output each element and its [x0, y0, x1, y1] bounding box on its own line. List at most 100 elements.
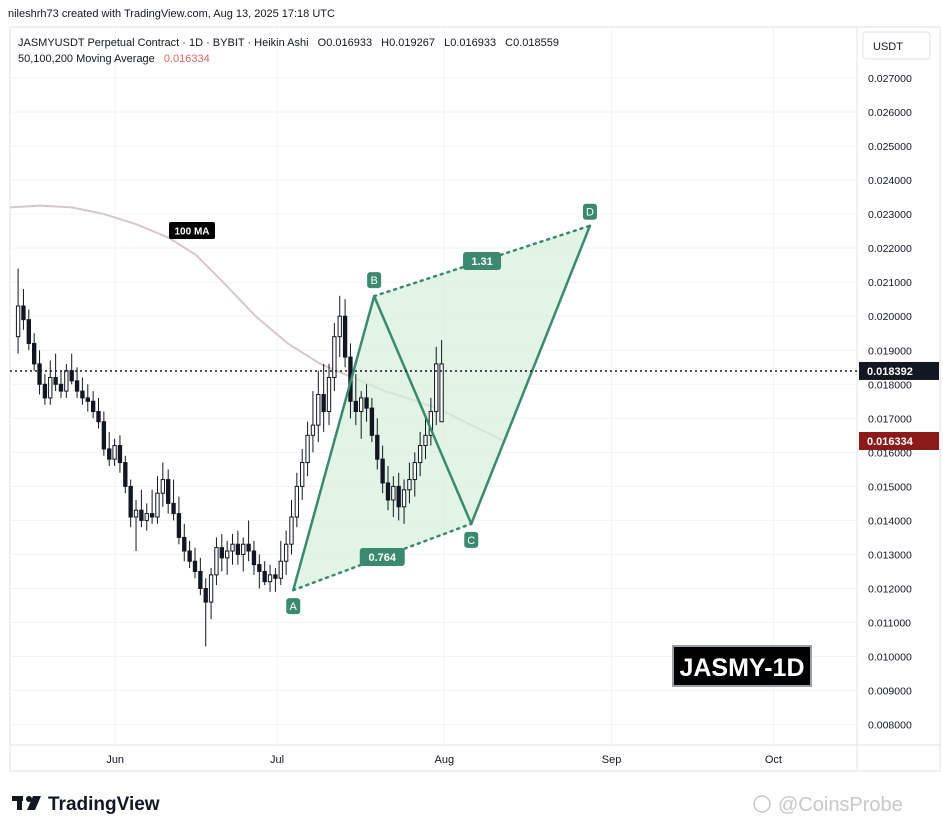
- ma-tag: [169, 222, 215, 239]
- pattern-point-a[interactable]: A: [286, 598, 301, 615]
- legend-ma[interactable]: 50,100,200 Moving Average 0.016334: [18, 53, 210, 65]
- candle-body: [380, 458, 385, 484]
- price-tick-label[interactable]: 0.011000: [868, 617, 911, 629]
- price-tick-label[interactable]: 0.010000: [868, 652, 912, 664]
- candle: [176, 496, 182, 545]
- candle: [42, 374, 48, 405]
- pattern-layer: A B C D 0.764 1.31: [286, 203, 597, 615]
- pattern-triangle-bcd: [374, 225, 590, 524]
- candle-body: [42, 383, 48, 399]
- candle: [48, 360, 53, 405]
- candle-body: [278, 560, 283, 579]
- candle: [300, 448, 305, 500]
- price-badges: 0.018392 0.016334: [859, 361, 939, 450]
- candle-body: [310, 424, 316, 436]
- price-tick-label[interactable]: 0.017000: [868, 413, 912, 425]
- price-tick-label[interactable]: 0.022000: [868, 243, 912, 255]
- ma-price-badge: 0.016334: [859, 431, 939, 450]
- credit-text: nileshrh73 created with TradingView.com,…: [8, 8, 335, 20]
- candle: [401, 479, 407, 524]
- pattern-point-badge: [464, 531, 479, 548]
- candle-body: [417, 445, 423, 464]
- price-tick-label[interactable]: 0.008000: [868, 720, 912, 732]
- pattern-leg-ab: [291, 294, 376, 592]
- price-tick-label[interactable]: 0.023000: [868, 209, 912, 221]
- candle: [391, 476, 396, 518]
- candle-body: [58, 383, 64, 392]
- pattern-point-b[interactable]: B: [367, 272, 382, 289]
- pattern-fill-layer: [293, 225, 590, 591]
- candle: [96, 397, 101, 429]
- ohlc-c-label: C: [505, 37, 513, 49]
- price-tick-label[interactable]: 0.018000: [868, 379, 912, 391]
- price-tick-label[interactable]: 0.019000: [868, 345, 912, 357]
- time-tick-label[interactable]: Aug: [435, 754, 455, 766]
- candle: [182, 523, 187, 562]
- price-tick-label[interactable]: 0.026000: [868, 107, 912, 119]
- candle-body: [53, 376, 58, 385]
- candle-body: [401, 489, 407, 508]
- candle: [187, 540, 192, 569]
- tradingview-logo[interactable]: TradingView: [12, 794, 160, 815]
- candle-body: [283, 543, 289, 562]
- price-axis[interactable]: 0.027000 0.026000 0.025000 0.024000 0.023000…: [868, 73, 912, 732]
- price-tick-label[interactable]: 0.027000: [868, 73, 912, 85]
- candle-body: [385, 482, 391, 501]
- time-tick-label[interactable]: Oct: [765, 754, 782, 766]
- price-tick-label[interactable]: 0.012000: [868, 583, 912, 595]
- pattern-point-c[interactable]: C: [464, 531, 479, 548]
- candle: [385, 465, 391, 511]
- price-tick-label[interactable]: 0.014000: [868, 515, 912, 527]
- price-tick-label[interactable]: 0.013000: [868, 549, 912, 561]
- candle-body: [198, 570, 203, 589]
- pattern-point-d[interactable]: D: [582, 203, 597, 220]
- candle-body: [96, 411, 101, 423]
- candle-body: [64, 370, 69, 392]
- candle: [369, 397, 375, 443]
- pattern-triangle-abc: [293, 296, 472, 591]
- candle: [214, 537, 219, 586]
- candle-body: [219, 547, 224, 559]
- pattern-ratio-bd[interactable]: 1.31: [463, 251, 502, 270]
- time-tick-label[interactable]: Sep: [602, 754, 622, 766]
- candle-body: [294, 485, 300, 518]
- candle-body: [208, 574, 214, 603]
- candle-body: [26, 319, 31, 344]
- candle-body: [192, 560, 198, 572]
- candle: [332, 323, 337, 392]
- candle: [198, 557, 203, 596]
- price-tick-label[interactable]: 0.021000: [868, 277, 912, 289]
- pattern-ratio-badge: [463, 251, 502, 270]
- currency-button[interactable]: [862, 31, 931, 60]
- price-tick-label[interactable]: 0.020000: [868, 311, 912, 323]
- candle-body: [133, 509, 139, 518]
- candle-body: [273, 574, 278, 579]
- time-tick-label[interactable]: Jul: [270, 754, 284, 766]
- price-tick-label[interactable]: 0.015000: [868, 481, 912, 493]
- candle: [423, 418, 428, 460]
- chart-frame: [9, 26, 941, 772]
- pattern-ratio-label: 1.31: [471, 256, 492, 268]
- candle: [117, 435, 123, 473]
- candle-body: [15, 305, 21, 338]
- candle-body: [246, 543, 251, 552]
- candle: [224, 540, 230, 575]
- price-tick-label[interactable]: 0.009000: [868, 686, 912, 698]
- price-tick-label[interactable]: 0.016000: [868, 447, 912, 459]
- candle-body: [369, 407, 375, 436]
- price-tick-label[interactable]: 0.024000: [868, 175, 912, 187]
- candle-body: [123, 462, 128, 487]
- ohlc-h: 0.019267: [389, 37, 435, 49]
- candle-body: [117, 445, 123, 464]
- pattern-ratio-badge: [359, 547, 405, 566]
- candle-body: [332, 336, 337, 378]
- time-axis[interactable]: Jun Jul Aug Sep Oct: [106, 754, 782, 766]
- pattern-ratio-ac[interactable]: 0.764: [359, 547, 405, 566]
- candle: [90, 391, 96, 419]
- price-tick-label[interactable]: 0.025000: [868, 141, 912, 153]
- ma-price-badge-label: 0.016334: [867, 436, 914, 448]
- candle-body: [74, 380, 80, 392]
- time-tick-label[interactable]: Jun: [106, 754, 124, 766]
- candle: [58, 370, 64, 398]
